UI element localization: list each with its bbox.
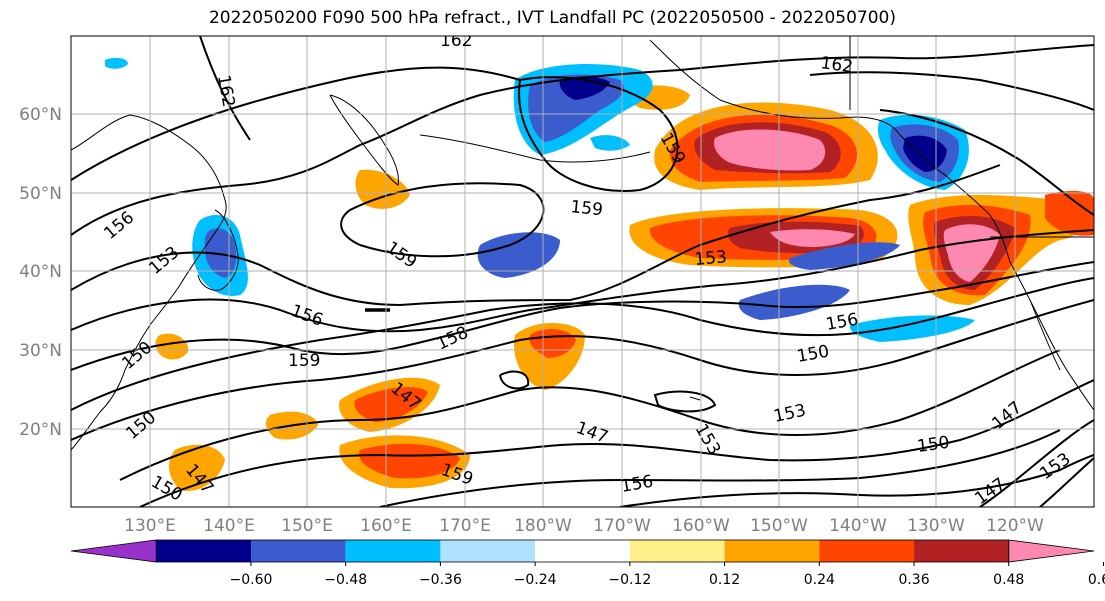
lon-label: 160°E [360,516,412,536]
lon-label: 150°E [281,516,333,536]
colorbar-tick-label: −0.48 [324,572,367,588]
colorbar-tick-label: 0.36 [898,572,929,588]
lon-label: 140°W [829,516,887,536]
negative-anomaly-central-2 [738,284,850,320]
negative-anomaly-small-6 [590,135,630,151]
contour-line [71,299,1094,441]
negative-anomaly-central-3 [789,242,900,270]
lat-label: 60°N [19,105,62,125]
contour-line [979,419,1094,507]
lat-label: 30°N [19,341,62,361]
map-frame [70,35,1095,508]
coastline-california [1029,299,1061,371]
contour-line [199,36,251,141]
contour-line [71,229,1094,333]
coastlines [71,36,1094,451]
coastline-asia [71,114,227,451]
contour-label: 153 [694,247,728,270]
colorbar-tick-label: 0.48 [993,572,1024,588]
contour-line [119,349,1061,481]
contour-label: 159 [569,197,603,220]
positive-anomaly-central-pacific-core3 [770,229,855,247]
colorbar-extension-low [70,539,157,563]
colorbar-cell [819,540,915,562]
contour-line [379,429,1061,507]
contour-line [340,182,545,258]
colorbar-cell [345,540,441,562]
positive-anomaly-subtropical-2-core [359,443,460,479]
colorbar-extension-high [1008,539,1095,563]
contour-line [619,454,1094,507]
colorbar-tick-label: 0.12 [709,572,740,588]
contour-line [71,44,1094,236]
negative-anomaly-small-5 [105,57,128,69]
contour-label: 162 [440,31,472,51]
colorbar-tick-label: −0.24 [514,572,557,588]
lon-label: 170°W [593,516,651,536]
map-title: 2022050200 F090 500 hPa refract., IVT La… [208,8,896,28]
negative-anomaly-central-1 [477,232,560,278]
colorbar-tick-label: 0.24 [804,572,835,588]
shaded-anomalies [105,57,1094,491]
contour-line [653,390,717,413]
lon-label: 160°W [672,516,730,536]
colorbar-outline [155,539,1010,563]
positive-anomaly-small-7 [155,333,189,360]
positive-anomaly-gulf-of-alaska-core3 [714,129,826,171]
lon-label: 180°W [514,516,572,536]
contour-label: 162 [819,53,854,77]
colorbar-tick-label: −0.60 [230,572,273,588]
colorbar-cell [914,540,1009,562]
colorbar-tick-label: 0.60 [1088,572,1105,588]
colorbar-cell [250,540,346,562]
positive-anomaly-subtropical-1-core [354,386,428,422]
colorbar-cell [440,540,536,562]
lon-label: 120°W [986,516,1044,536]
contour-label: 159 [288,351,320,371]
colorbar-cell [629,540,725,562]
contour-line [71,277,1094,411]
positive-anomaly-east-edge [1045,190,1094,236]
positive-anomaly-small-6 [355,169,410,209]
lat-label: 50°N [19,184,62,204]
coastline-kamchatka [329,94,399,186]
colorbar: −0.60 −0.48 −0.36 −0.24 −0.12 0.12 0.24 0.36 0.4… [70,539,1105,588]
lon-label: 130°E [124,516,176,536]
longitude-labels: 130°E 140°E 150°E 160°E 170°E 180°W 170°… [124,516,1044,536]
contour-line [499,370,530,390]
contour-line [71,164,1001,307]
coastline-alaska [649,39,991,216]
lat-label: 20°N [19,420,62,440]
colorbar-tick-label: −0.12 [608,572,651,588]
lon-label: 130°W [907,516,965,536]
contour-line [518,76,679,192]
contour-line [1039,457,1094,507]
lon-label: 170°E [439,516,491,536]
coastline-hawaii [689,396,701,401]
contour-line [809,71,1094,111]
lon-label: 150°W [750,516,808,536]
coastline-aleutians [419,134,651,163]
lon-label: 140°E [203,516,255,536]
contour-line [139,379,1094,507]
lat-label: 40°N [19,262,62,282]
coastline-north-america [989,214,1094,411]
latitude-labels: 60°N 50°N 40°N 30°N 20°N [19,105,62,440]
negative-anomaly-central-4 [849,315,975,342]
colorbar-cell [156,540,251,562]
negative-anomaly-japan-core [204,228,237,278]
contour-label: 150 [916,433,951,457]
colorbar-cell [535,540,630,562]
colorbar-cell [724,540,820,562]
grid [71,36,1094,507]
colorbar-tick-label: −0.36 [419,572,462,588]
